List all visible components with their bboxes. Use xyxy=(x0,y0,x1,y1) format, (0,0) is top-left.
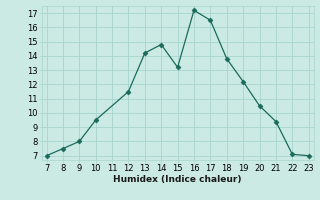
X-axis label: Humidex (Indice chaleur): Humidex (Indice chaleur) xyxy=(113,175,242,184)
